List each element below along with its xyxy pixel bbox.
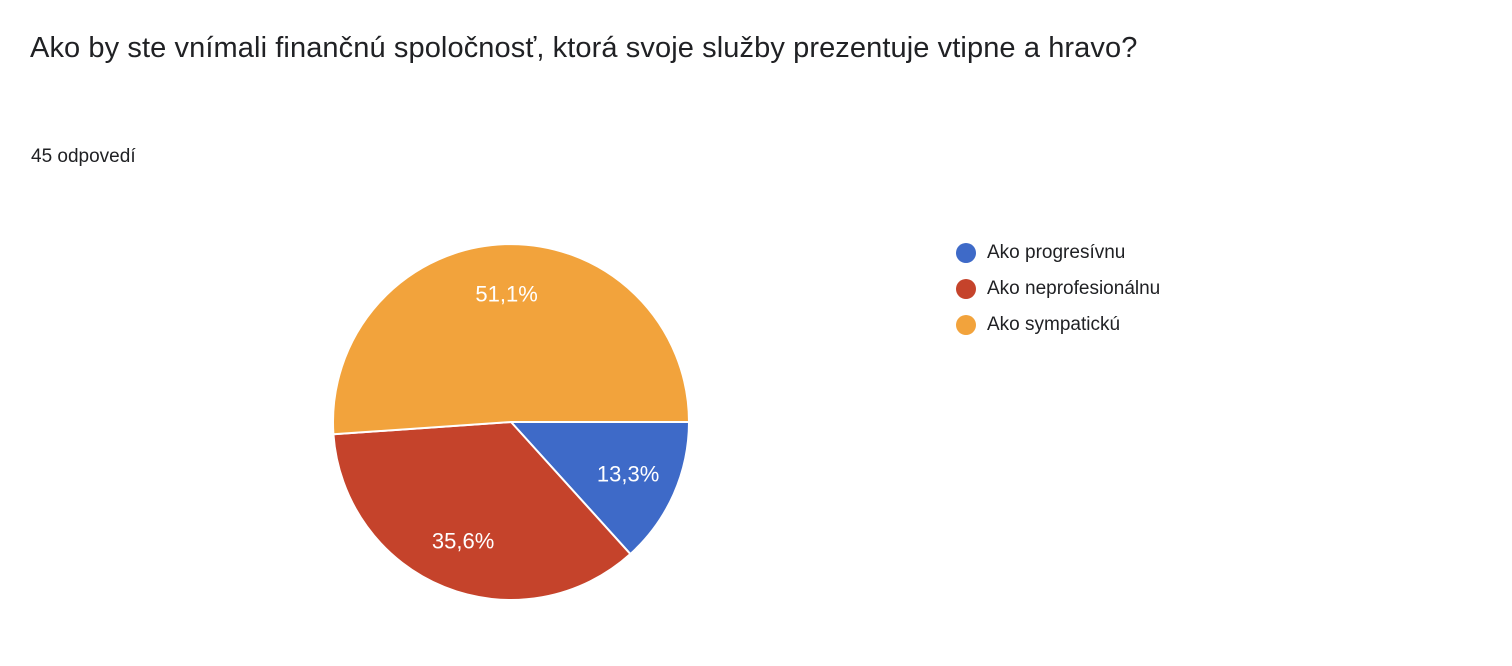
legend-item: Ako progresívnu	[956, 243, 1160, 263]
pie-slice[interactable]	[332, 243, 690, 436]
question-title: Ako by ste vnímali finančnú spoločnosť, …	[30, 32, 1138, 64]
legend-item: Ako sympatickú	[956, 315, 1160, 335]
legend-item: Ako neprofesionálnu	[956, 279, 1160, 299]
slice-percent-label: 35,6%	[432, 529, 494, 554]
legend-label: Ako neprofesionálnu	[987, 278, 1161, 299]
chart-legend: Ako progresívnu Ako neprofesionálnu Ako …	[956, 243, 1160, 335]
pie-slice[interactable]	[510, 421, 690, 556]
pie-slice[interactable]	[332, 421, 632, 601]
slice-percent-label: 51,1%	[475, 282, 537, 307]
slice-percent-label: 13,3%	[597, 462, 659, 487]
legend-label: Ako sympatickú	[987, 314, 1121, 335]
legend-swatch-icon	[956, 243, 976, 263]
legend-swatch-icon	[956, 315, 976, 335]
legend-label: Ako progresívnu	[987, 242, 1126, 263]
legend-swatch-icon	[956, 279, 976, 299]
responses-count: 45 odpovedí	[31, 146, 136, 167]
pie-chart: 13,3% 35,6% 51,1%	[332, 243, 690, 601]
